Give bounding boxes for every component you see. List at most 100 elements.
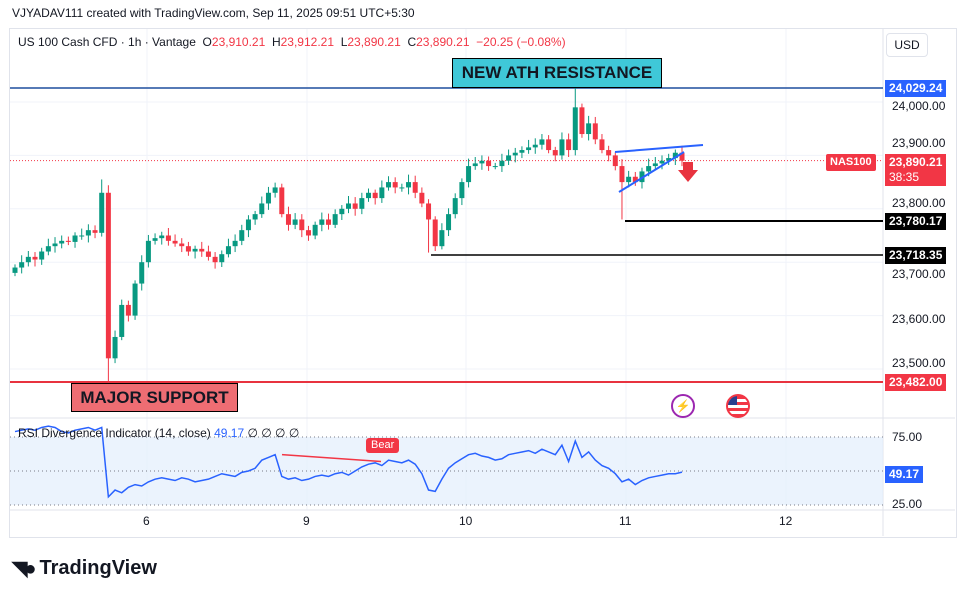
candle-body: [512, 152, 518, 156]
candle-body: [225, 246, 231, 255]
candle-body: [219, 254, 225, 263]
lightning-icon[interactable]: ⚡: [671, 394, 695, 418]
candle-body: [105, 192, 111, 359]
time-tick: 11: [619, 514, 632, 528]
rsi-value-label: 49.17: [885, 466, 924, 483]
candle-body: [232, 240, 238, 247]
candle-body: [599, 139, 605, 151]
candle-body: [366, 192, 372, 199]
candle-body: [192, 248, 198, 252]
close-label: C: [407, 35, 417, 49]
chart-frame: [9, 28, 957, 538]
candle-body: [19, 262, 25, 268]
candle-body: [312, 224, 318, 236]
candle-body: [539, 139, 545, 145]
candle-body: [372, 192, 378, 199]
candle-body: [592, 123, 598, 140]
currency-button[interactable]: USD: [886, 33, 928, 57]
rsi-value: 49.17: [214, 426, 245, 440]
candle-body: [479, 160, 485, 164]
ath-price-label: 24,029.24: [885, 80, 947, 97]
level-label: 23,780.17: [885, 213, 947, 230]
rsi-line: [14, 425, 683, 499]
candle-body: [152, 238, 158, 241]
candle-body: [659, 160, 665, 164]
price-tick: 23,600.00: [892, 312, 946, 326]
candle-body: [646, 166, 652, 172]
candle-body: [292, 219, 298, 225]
symbol-name[interactable]: US 100 Cash CFD · 1h · Vantage: [18, 35, 196, 49]
price-tick: 23,500.00: [892, 356, 946, 370]
candle-body: [439, 230, 445, 247]
candle-body: [672, 152, 678, 159]
candle-body: [566, 139, 572, 151]
candle-body: [79, 235, 85, 237]
candle-body: [486, 160, 492, 167]
close-value: 23,890.21: [416, 35, 470, 49]
candle-body: [32, 256, 38, 260]
candle-body: [205, 251, 211, 257]
down-arrow-icon: [678, 162, 698, 182]
candle-body: [245, 219, 251, 231]
candle-body: [252, 214, 258, 220]
candle-body: [65, 240, 71, 242]
rsi-label[interactable]: RSI Divergence Indicator (14, close): [18, 426, 211, 440]
candle-body: [92, 230, 98, 233]
last-price: 23,890.21: [889, 155, 943, 169]
candle-body: [412, 182, 418, 193]
candle-body: [352, 203, 358, 209]
candle-body: [632, 176, 638, 183]
candle-body: [279, 187, 285, 215]
price-tick: 23,800.00: [892, 196, 946, 210]
candle-body: [285, 214, 291, 225]
candle-body: [112, 336, 118, 359]
candle-body: [319, 219, 325, 225]
candle-body: [25, 256, 31, 263]
change-value: −20.25 (−0.08%): [476, 35, 566, 49]
us-flag-icon[interactable]: [726, 394, 750, 418]
chart-credit: VJYADAV111 created with TradingView.com,…: [12, 6, 415, 20]
candle-body: [526, 147, 532, 151]
candle-body: [52, 243, 58, 247]
candle-body: [85, 230, 91, 236]
candle-body: [559, 139, 565, 156]
price-tick: 24,000.00: [892, 99, 946, 113]
wedge-upper-line: [614, 144, 704, 153]
candle-body: [145, 240, 151, 263]
candle-body: [299, 219, 305, 231]
time-tick: 9: [303, 514, 310, 528]
candle-body: [572, 107, 578, 151]
ath-resistance-annotation[interactable]: NEW ATH RESISTANCE: [452, 58, 662, 88]
candle-body: [332, 214, 338, 225]
candle-body: [452, 198, 458, 215]
tradingview-logo[interactable]: ◥● TradingView: [12, 556, 157, 581]
candle-body: [492, 166, 498, 168]
candle-body: [466, 166, 472, 183]
bear-divergence-badge: Bear: [366, 438, 400, 453]
high-label: H: [271, 35, 281, 49]
candle-body: [185, 246, 191, 252]
symbol-legend: US 100 Cash CFD · 1h · Vantage O23,910.2…: [18, 35, 566, 49]
candle-body: [679, 152, 685, 161]
open-value: 23,910.21: [211, 35, 266, 49]
symbol-tag: NAS100: [826, 154, 876, 171]
candle-body: [586, 123, 592, 135]
bar-countdown: 38:35: [889, 170, 920, 184]
candle-body: [45, 246, 51, 252]
candle-body: [239, 230, 245, 241]
candle-body: [626, 176, 632, 183]
low-label: L: [340, 35, 348, 49]
candle-body: [619, 166, 625, 183]
candle-body: [179, 243, 185, 247]
high-value: 23,912.21: [280, 35, 335, 49]
low-value: 23,890.21: [347, 35, 401, 49]
candle-body: [325, 219, 331, 225]
wedge-lower-line: [618, 151, 685, 193]
candle-body: [532, 144, 538, 148]
major-support-annotation[interactable]: MAJOR SUPPORT: [71, 383, 238, 412]
candle-body: [379, 187, 385, 199]
candle-body: [612, 155, 618, 167]
price-tick: 23,700.00: [892, 267, 946, 281]
candle-body: [506, 155, 512, 161]
